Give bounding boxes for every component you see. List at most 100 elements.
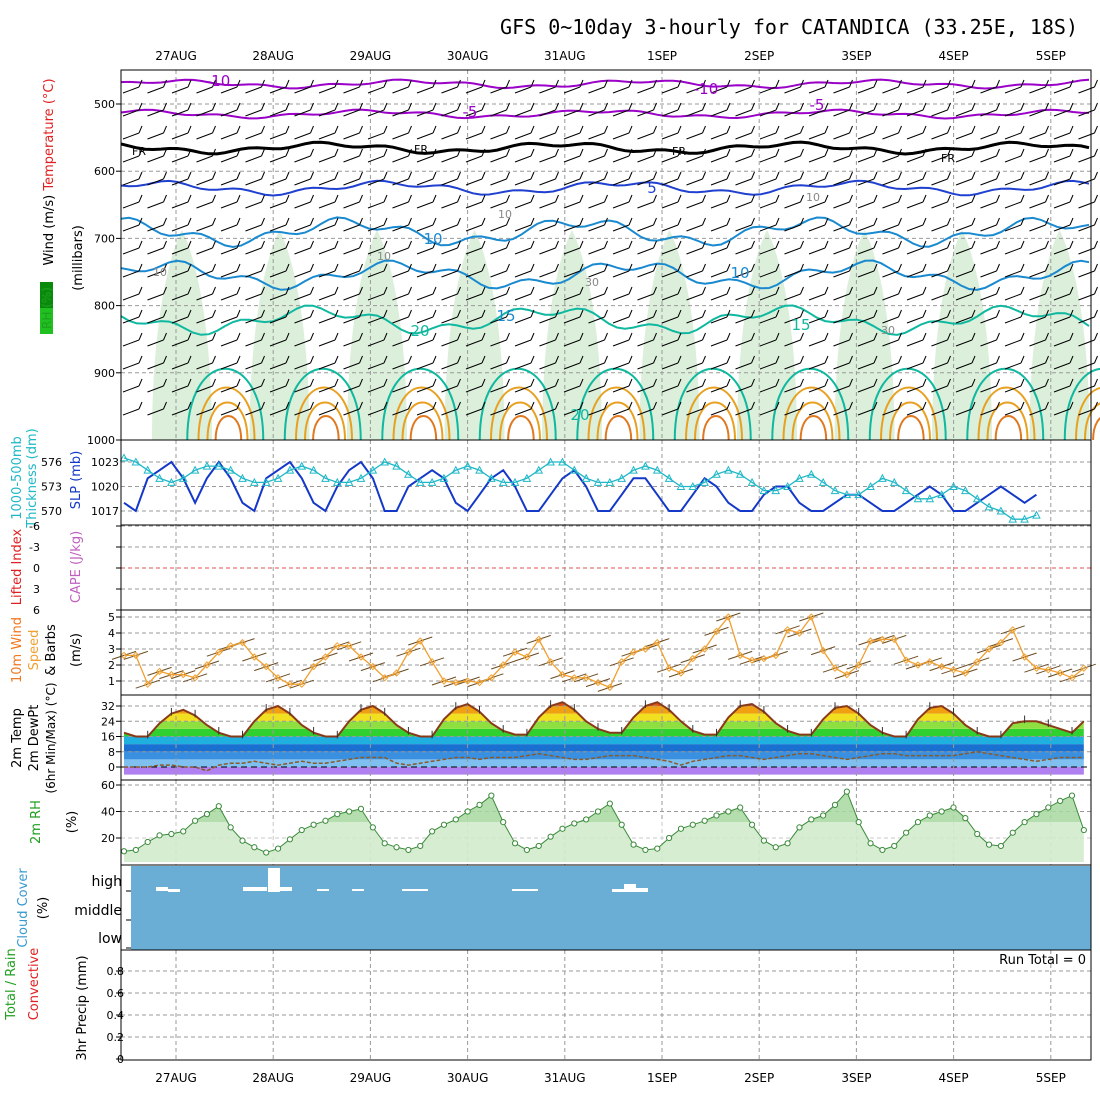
wind-barb (955, 309, 976, 324)
wind-barb (122, 194, 143, 209)
wind-barb (955, 194, 976, 209)
barb-staff (1029, 201, 1046, 209)
barb-staff (808, 178, 826, 186)
rh-shade (1029, 230, 1090, 440)
wind-barb (465, 401, 486, 416)
wind-barb (563, 79, 584, 94)
barb-staff (171, 109, 189, 117)
barb-staff (392, 247, 409, 255)
barb-flag (334, 355, 339, 364)
wind-barb (784, 355, 804, 370)
wind-barb (686, 240, 706, 255)
wind-barb (318, 309, 339, 324)
barb-staff (514, 270, 532, 278)
barb-staff (318, 201, 336, 209)
barb-flag (1069, 217, 1074, 226)
barb-flag (457, 102, 461, 111)
barb-flag (800, 286, 804, 295)
wind-barb (1029, 309, 1049, 324)
barb-staff (1053, 362, 1071, 370)
barb-staff (416, 362, 434, 370)
barb-staff (563, 362, 581, 370)
wind-barb (637, 194, 657, 209)
rh-marker (298, 826, 305, 834)
barb-flag (898, 286, 902, 295)
wind-barb (171, 378, 192, 393)
barb-staff (980, 178, 997, 186)
date-label-top: 5SEP (1036, 49, 1066, 63)
barb-flag (849, 125, 853, 134)
wind-barb (122, 102, 143, 117)
barb-staff (465, 132, 483, 140)
wind-barb (539, 286, 559, 301)
barb-flag (359, 79, 363, 88)
barb-flag (138, 125, 143, 134)
rh-marker (1057, 797, 1064, 805)
barb-staff (514, 224, 532, 232)
wind-barb (196, 240, 216, 255)
barb-flag (628, 355, 633, 364)
date-label-top: 28AUG (252, 49, 294, 63)
thickness-marker (238, 473, 247, 482)
wind-barb (441, 401, 461, 416)
barb-flag (628, 309, 633, 318)
barb-staff (882, 86, 899, 94)
barb-staff (294, 385, 311, 393)
rh-marker (203, 811, 211, 818)
barb-flag (702, 194, 706, 203)
barb-flag (383, 309, 388, 318)
wind-barb (245, 217, 265, 232)
barb-staff (931, 247, 948, 255)
wind-barb (367, 355, 388, 370)
barb-staff (245, 270, 262, 278)
barb-staff (220, 293, 238, 301)
barb-staff (563, 178, 581, 186)
barb-staff (808, 109, 826, 117)
barb-staff (637, 408, 654, 416)
barb-staff (539, 339, 556, 347)
wind-barb (441, 378, 461, 393)
barb-flag (775, 332, 780, 341)
wind-barb (1053, 401, 1074, 416)
cloud-cover-bar (352, 889, 364, 891)
barb-flag (457, 309, 461, 318)
barb-staff (588, 109, 605, 117)
surface-contour (1084, 402, 1100, 441)
barb-flag (751, 286, 755, 295)
wind-barb (710, 217, 731, 232)
barb-staff (220, 224, 238, 232)
barb-staff (906, 155, 924, 163)
barb-flag (138, 286, 143, 295)
barb-flag (947, 332, 951, 341)
barb-staff (637, 201, 654, 209)
rh-marker (310, 821, 317, 828)
barb-flag (163, 102, 167, 111)
barb-staff (808, 86, 826, 94)
wind-barb (416, 79, 437, 94)
thickness-marker (842, 490, 852, 499)
contour-label: FR (941, 152, 955, 165)
barb-staff (735, 247, 752, 255)
cloud-cover-bar (168, 889, 180, 892)
barb-staff (931, 316, 948, 324)
barb-flag (824, 79, 829, 88)
wind-speed-marker (700, 645, 709, 653)
barb-staff (710, 316, 728, 324)
barb-flag (285, 148, 290, 157)
barb-staff (245, 408, 262, 416)
barb-flag (1045, 194, 1049, 203)
barb-flag (481, 355, 486, 364)
rh-marker (369, 824, 376, 831)
barb-staff (931, 270, 948, 278)
barb-staff (857, 385, 875, 393)
wind-barb (465, 240, 486, 255)
barb-flag (800, 79, 804, 88)
wind-barb (735, 263, 755, 278)
date-label-top: 3SEP (841, 49, 871, 63)
wind-barb (882, 332, 902, 347)
wind-barb (220, 263, 241, 278)
thickness-marker (415, 477, 425, 486)
barb-staff (245, 155, 262, 163)
barb-flag (310, 171, 314, 180)
